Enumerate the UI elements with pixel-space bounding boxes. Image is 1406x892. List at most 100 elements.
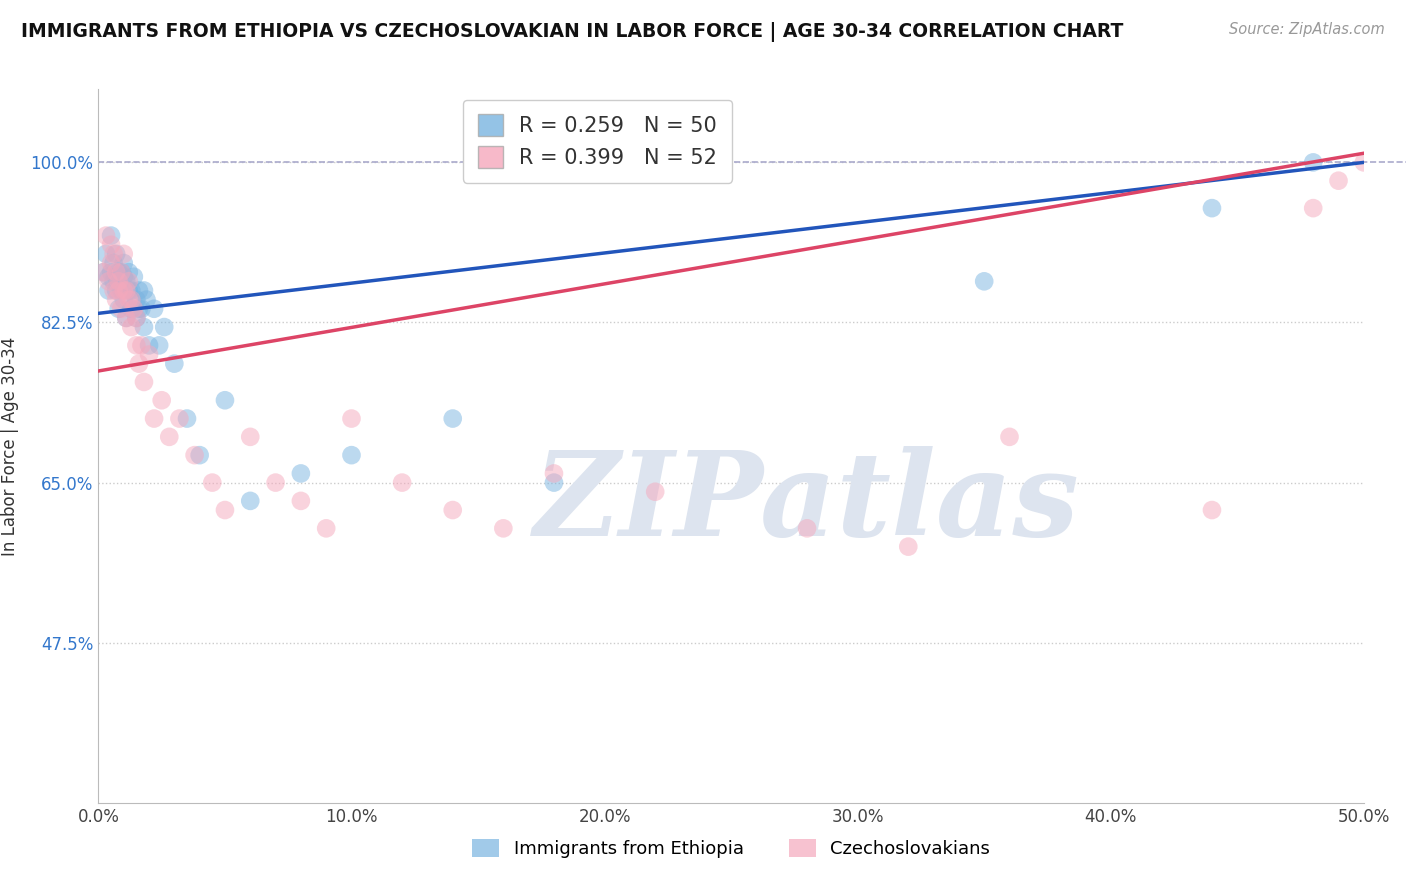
- Point: [973, 274, 995, 288]
- Point: [94, 247, 117, 261]
- Point: [100, 256, 122, 270]
- Point: [94, 228, 117, 243]
- Point: [132, 284, 155, 298]
- Point: [340, 411, 363, 425]
- Point: [132, 375, 155, 389]
- Point: [100, 237, 122, 252]
- Point: [110, 265, 132, 279]
- Point: [441, 411, 464, 425]
- Point: [115, 310, 138, 325]
- Point: [163, 357, 186, 371]
- Point: [214, 393, 236, 408]
- Point: [107, 284, 129, 298]
- Point: [492, 521, 515, 535]
- Point: [118, 293, 141, 307]
- Point: [93, 265, 115, 279]
- Point: [110, 284, 132, 298]
- Point: [112, 284, 135, 298]
- Point: [105, 269, 128, 284]
- Point: [1201, 503, 1223, 517]
- Point: [120, 320, 142, 334]
- Point: [100, 228, 122, 243]
- Point: [290, 494, 312, 508]
- Point: [93, 265, 115, 279]
- Point: [122, 301, 145, 316]
- Point: [105, 293, 128, 307]
- Point: [107, 265, 129, 279]
- Point: [1201, 201, 1223, 215]
- Y-axis label: In Labor Force | Age 30-34: In Labor Force | Age 30-34: [1, 336, 20, 556]
- Point: [107, 274, 129, 288]
- Text: IMMIGRANTS FROM ETHIOPIA VS CZECHOSLOVAKIAN IN LABOR FORCE | AGE 30-34 CORRELATI: IMMIGRANTS FROM ETHIOPIA VS CZECHOSLOVAK…: [21, 22, 1123, 42]
- Point: [103, 247, 125, 261]
- Point: [138, 347, 160, 361]
- Point: [105, 265, 128, 279]
- Point: [796, 521, 818, 535]
- Point: [131, 338, 153, 352]
- Point: [120, 284, 142, 298]
- Point: [110, 265, 132, 279]
- Point: [138, 338, 160, 352]
- Point: [103, 284, 125, 298]
- Point: [340, 448, 363, 462]
- Point: [112, 256, 135, 270]
- Point: [97, 274, 120, 288]
- Point: [315, 521, 337, 535]
- Point: [125, 310, 148, 325]
- Point: [122, 269, 145, 284]
- Text: Source: ZipAtlas.com: Source: ZipAtlas.com: [1229, 22, 1385, 37]
- Point: [143, 301, 166, 316]
- Point: [214, 503, 236, 517]
- Point: [1302, 155, 1324, 169]
- Point: [118, 274, 141, 288]
- Point: [543, 467, 565, 481]
- Point: [441, 503, 464, 517]
- Text: ZIPatlas: ZIPatlas: [534, 446, 1080, 560]
- Point: [183, 448, 205, 462]
- Point: [112, 269, 135, 284]
- Point: [128, 301, 150, 316]
- Point: [107, 274, 129, 288]
- Point: [153, 320, 176, 334]
- Point: [201, 475, 224, 490]
- Point: [239, 430, 262, 444]
- Point: [239, 494, 262, 508]
- Point: [97, 284, 120, 298]
- Point: [97, 269, 120, 284]
- Point: [1302, 201, 1324, 215]
- Point: [103, 274, 125, 288]
- Point: [543, 475, 565, 490]
- Point: [115, 310, 138, 325]
- Point: [118, 284, 141, 298]
- Point: [125, 310, 148, 325]
- Point: [125, 293, 148, 307]
- Point: [169, 411, 191, 425]
- Point: [105, 284, 128, 298]
- Point: [148, 338, 170, 352]
- Point: [112, 247, 135, 261]
- Point: [120, 301, 142, 316]
- Point: [391, 475, 413, 490]
- Point: [264, 475, 287, 490]
- Point: [131, 301, 153, 316]
- Point: [125, 338, 148, 352]
- Point: [115, 284, 138, 298]
- Point: [1353, 155, 1375, 169]
- Point: [998, 430, 1021, 444]
- Point: [105, 247, 128, 261]
- Point: [118, 265, 141, 279]
- Point: [897, 540, 920, 554]
- Point: [150, 393, 173, 408]
- Point: [120, 293, 142, 307]
- Point: [110, 301, 132, 316]
- Point: [176, 411, 198, 425]
- Point: [1327, 174, 1350, 188]
- Point: [112, 293, 135, 307]
- Legend: Immigrants from Ethiopia, Czechoslovakians: Immigrants from Ethiopia, Czechoslovakia…: [465, 831, 997, 865]
- Point: [143, 411, 166, 425]
- Point: [128, 284, 150, 298]
- Point: [644, 484, 666, 499]
- Point: [115, 274, 138, 288]
- Point: [132, 320, 155, 334]
- Point: [135, 293, 157, 307]
